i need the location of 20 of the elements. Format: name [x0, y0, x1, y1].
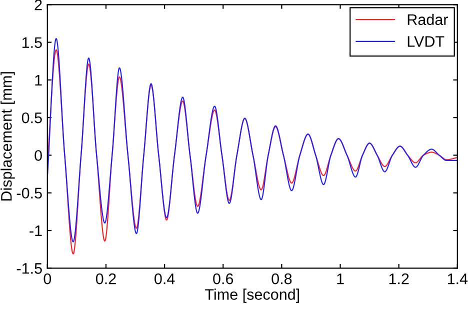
x-tick-label: 1.2 — [389, 273, 409, 284]
x-tick-label: 0.8 — [272, 273, 292, 284]
x-axis-title: Time [second] — [205, 288, 300, 303]
y-tick-label: 2 — [34, 0, 42, 10]
x-tick-label: 1.4 — [448, 274, 468, 284]
legend-label: Radar — [408, 14, 448, 26]
y-tick-label: 1.5 — [22, 37, 42, 48]
x-tick-label: 0.6 — [213, 273, 234, 284]
y-tick-label: 1 — [35, 74, 42, 86]
y-axis-title: Displacement [mm] — [0, 72, 15, 201]
y-tick-label: -0.5 — [16, 188, 42, 199]
x-tick-label: 1 — [337, 274, 344, 284]
x-tick-label: 0.4 — [154, 273, 175, 284]
legend-label: LVDT — [408, 36, 444, 47]
x-tick-label: 0.2 — [96, 273, 116, 284]
y-tick-label: 0 — [34, 150, 42, 161]
y-tick-label: -1.5 — [16, 263, 42, 274]
x-tick-label: 0 — [44, 273, 52, 284]
y-tick-label: -1 — [30, 226, 42, 236]
y-tick-label: 0.5 — [22, 112, 42, 124]
